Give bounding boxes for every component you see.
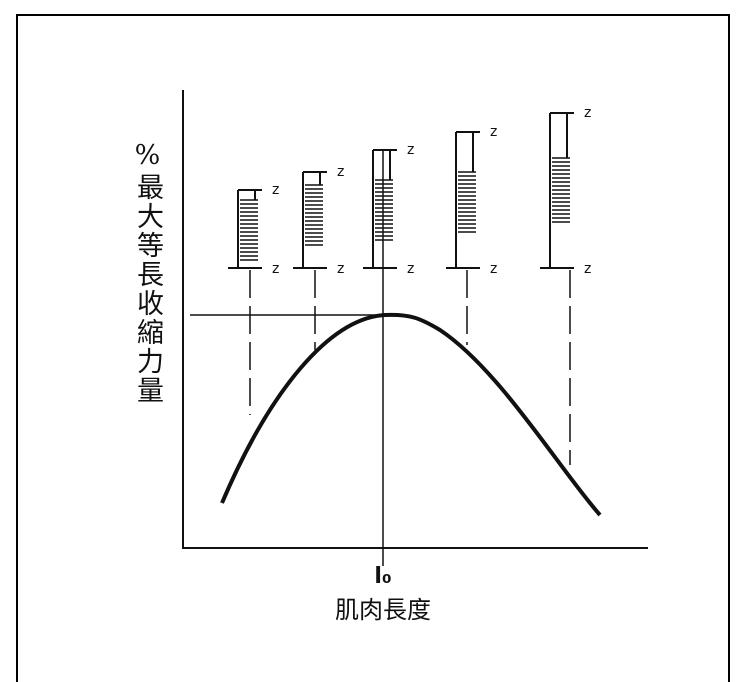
x-axis-label: 肌肉長度 bbox=[335, 596, 431, 624]
y-axis-label: %最大等長收縮力量 bbox=[128, 140, 167, 405]
sarcomeres: z z z z z z z z z z bbox=[228, 105, 591, 277]
z-label: z bbox=[272, 182, 279, 198]
tension-curve bbox=[222, 315, 600, 515]
z-label: z bbox=[337, 164, 344, 180]
z-label: z bbox=[337, 261, 344, 277]
z-label: z bbox=[584, 261, 591, 277]
axes bbox=[183, 90, 648, 566]
frame bbox=[17, 15, 729, 682]
diagram: l₀ 肌肉長度 z z z z z z z z z z bbox=[0, 0, 747, 682]
optimal-length-label: l₀ bbox=[374, 564, 391, 589]
z-label: z bbox=[407, 261, 414, 277]
figure: l₀ 肌肉長度 z z z z z z z z z z %最大等長收縮力量 bbox=[0, 0, 747, 682]
z-label: z bbox=[407, 142, 414, 158]
z-label: z bbox=[584, 105, 591, 121]
z-label: z bbox=[272, 261, 279, 277]
z-label: z bbox=[490, 124, 497, 140]
z-label: z bbox=[490, 261, 497, 277]
